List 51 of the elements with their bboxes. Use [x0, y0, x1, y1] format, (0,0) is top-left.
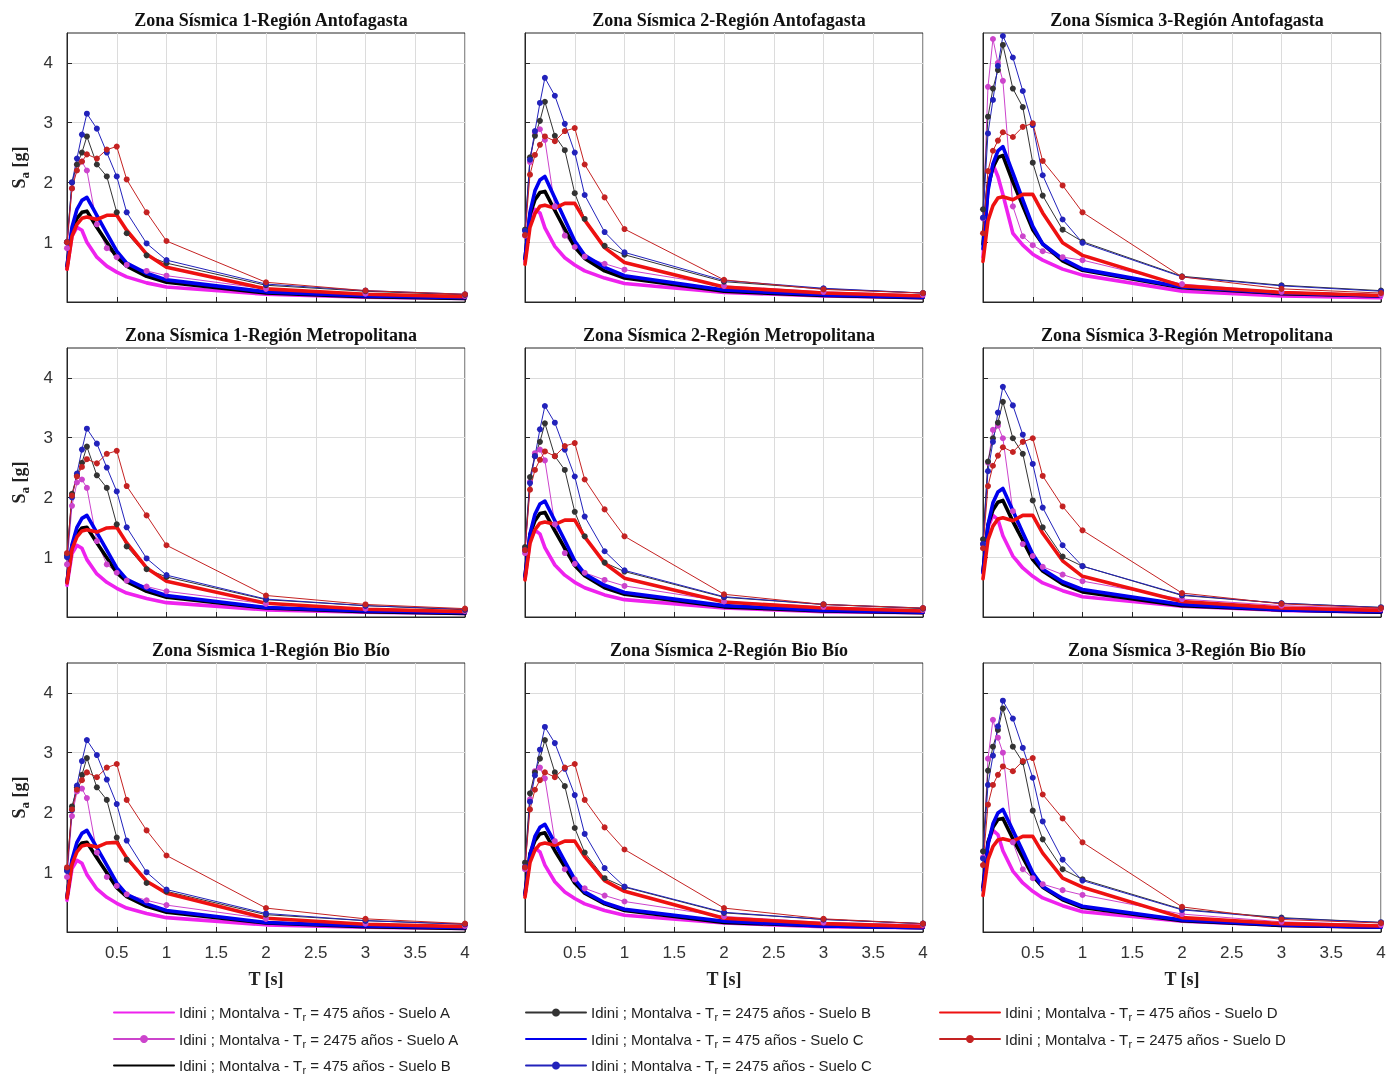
x-axis-title: T [s]	[1164, 969, 1200, 989]
x-tick-label: 1	[1077, 943, 1088, 962]
x-tick-label: 4	[460, 943, 470, 962]
x-tick-label: 3	[360, 943, 371, 962]
x-axis-title: T [s]	[706, 969, 742, 989]
x-tick-label: 2.5	[303, 943, 328, 962]
y-tick-label: 3	[43, 428, 53, 448]
y-tick-label: 3	[43, 113, 53, 133]
chart-title: Zona Sísmica 2-Región Metropolitana	[582, 325, 876, 345]
x-tick-label: 3.5	[861, 943, 886, 962]
chart-title: Zona Sísmica 3-Región Antofagasta	[1050, 10, 1324, 30]
y-tick-label: 3	[43, 743, 53, 763]
x-tick-label: 2	[719, 943, 729, 962]
chart-title: Zona Sísmica 3-Región Metropolitana	[1040, 325, 1334, 345]
y-tick-label: 2	[43, 802, 53, 822]
x-tick-label: 1.5	[204, 943, 229, 962]
y-tick-label: 4	[43, 683, 53, 703]
chart-title: Zona Sísmica 1-Región Metropolitana	[124, 325, 418, 345]
y-tick-label: 4	[43, 53, 53, 73]
chart-title: Zona Sísmica 1-Región Bio Bío	[151, 640, 391, 660]
x-tick-label: 1.5	[662, 943, 687, 962]
x-tick-label: 3.5	[403, 943, 428, 962]
chart-title: Zona Sísmica 2-Región Bio Bío	[609, 640, 849, 660]
y-axis-title: Sa [g]	[8, 461, 32, 504]
x-tick-label: 0.5	[104, 943, 129, 962]
x-tick-label: 2	[261, 943, 271, 962]
x-tick-label: 0.5	[1020, 943, 1045, 962]
x-tick-label: 3.5	[1319, 943, 1344, 962]
x-tick-label: 2.5	[1219, 943, 1244, 962]
x-tick-label: 4	[918, 943, 928, 962]
chart-title: Zona Sísmica 3-Región Bio Bío	[1067, 640, 1307, 660]
y-tick-label: 2	[43, 172, 53, 192]
y-tick-label: 4	[43, 368, 53, 388]
x-tick-label: 3	[818, 943, 829, 962]
x-tick-label: 1	[619, 943, 630, 962]
chart-title: Zona Sísmica 1-Región Antofagasta	[134, 10, 408, 30]
y-tick-label: 1	[43, 547, 53, 567]
x-tick-label: 4	[1376, 943, 1386, 962]
x-tick-label: 1	[161, 943, 172, 962]
y-tick-label: 1	[43, 232, 53, 252]
x-tick-label: 2	[1177, 943, 1187, 962]
y-axis-title: Sa [g]	[8, 776, 32, 819]
y-tick-label: 2	[43, 487, 53, 507]
x-tick-label: 3	[1276, 943, 1287, 962]
y-axis-title: Sa [g]	[8, 146, 32, 189]
x-tick-label: 1.5	[1120, 943, 1145, 962]
x-tick-label: 2.5	[761, 943, 786, 962]
y-tick-label: 1	[43, 862, 53, 882]
chart-title: Zona Sísmica 2-Región Antofagasta	[592, 10, 866, 30]
x-tick-label: 0.5	[562, 943, 587, 962]
x-axis-title: T [s]	[248, 969, 284, 989]
